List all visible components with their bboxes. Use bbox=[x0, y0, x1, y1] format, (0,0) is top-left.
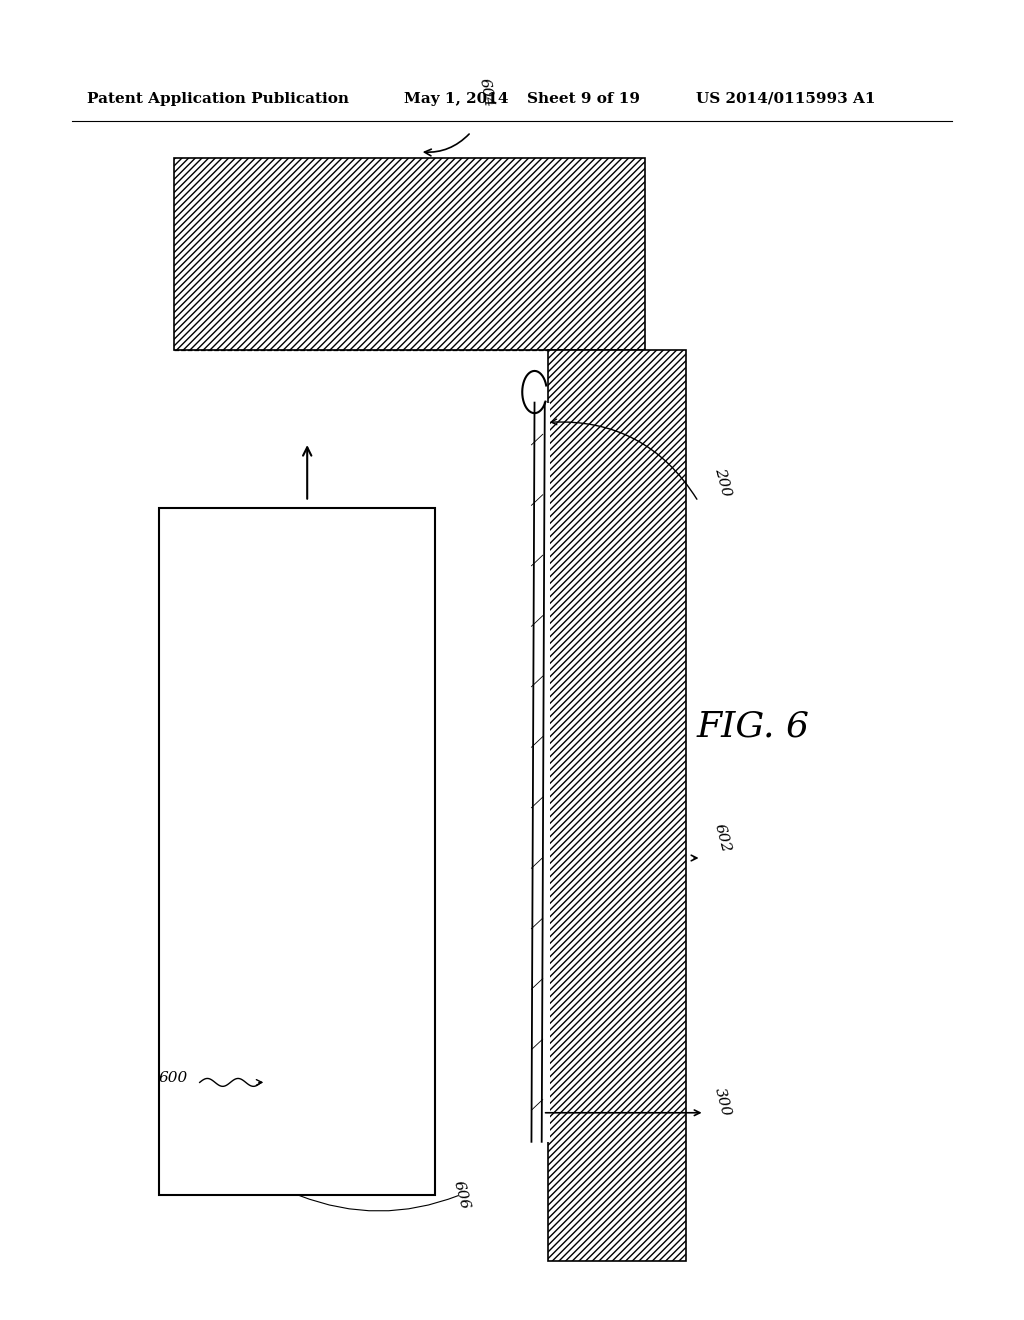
Bar bbox=[159, 508, 435, 1195]
Text: 606: 606 bbox=[451, 1179, 472, 1210]
Text: May 1, 2014: May 1, 2014 bbox=[404, 92, 509, 106]
Bar bbox=[548, 350, 686, 1261]
Text: US 2014/0115993 A1: US 2014/0115993 A1 bbox=[696, 92, 876, 106]
Text: Patent Application Publication: Patent Application Publication bbox=[87, 92, 349, 106]
Bar bbox=[527, 403, 550, 1142]
Text: FIG. 6: FIG. 6 bbox=[696, 709, 809, 743]
Text: 600: 600 bbox=[159, 1072, 188, 1085]
Text: 200: 200 bbox=[712, 466, 733, 498]
Text: 300: 300 bbox=[712, 1086, 733, 1118]
Text: 604: 604 bbox=[476, 78, 495, 108]
Text: 602: 602 bbox=[712, 822, 733, 854]
Text: Sheet 9 of 19: Sheet 9 of 19 bbox=[527, 92, 640, 106]
Bar bbox=[174, 158, 645, 350]
